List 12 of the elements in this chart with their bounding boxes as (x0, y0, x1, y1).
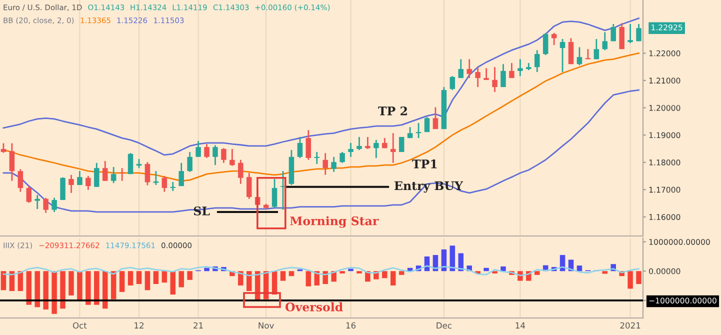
annotation: TP1 (412, 159, 437, 168)
x-tick-label: Oct (72, 322, 87, 329)
x-tick-label: 16 (346, 322, 356, 329)
x-tick-label: 14 (516, 322, 526, 328)
annotation: TP 2 (378, 106, 407, 116)
x-tick-label: 12 (134, 322, 144, 328)
x-tick-label: Nov (258, 322, 274, 329)
x-tick-label: 2021 (620, 322, 640, 329)
annotation: Oversold (285, 302, 343, 312)
annotation: Morning Star (290, 216, 379, 228)
x-tick-label: Dec (436, 322, 452, 329)
x-tick-label: 21 (194, 322, 203, 328)
